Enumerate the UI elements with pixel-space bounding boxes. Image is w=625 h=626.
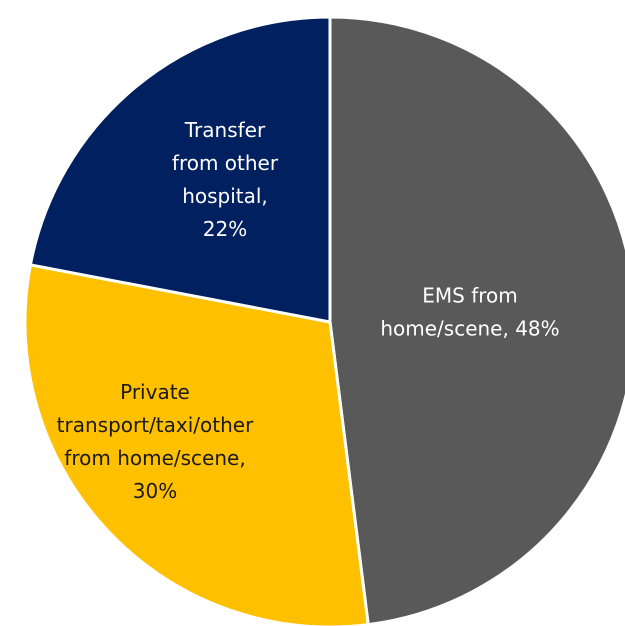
pie-slice bbox=[28, 15, 332, 324]
slice-label: EMS from bbox=[422, 283, 518, 307]
slice-label: from other bbox=[172, 151, 279, 175]
slice-label: from home/scene, bbox=[64, 446, 245, 470]
slice-label: 22% bbox=[203, 217, 247, 241]
pie-slice bbox=[23, 263, 370, 626]
slice-label: home/scene, 48% bbox=[380, 316, 559, 340]
slice-label: transport/taxi/other bbox=[57, 413, 254, 437]
slice-label: 30% bbox=[133, 479, 177, 503]
pie-slice bbox=[328, 15, 625, 626]
slice-label: Transfer bbox=[184, 118, 266, 142]
slice-label: Private bbox=[120, 380, 190, 404]
slice-label: hospital, bbox=[182, 184, 268, 208]
